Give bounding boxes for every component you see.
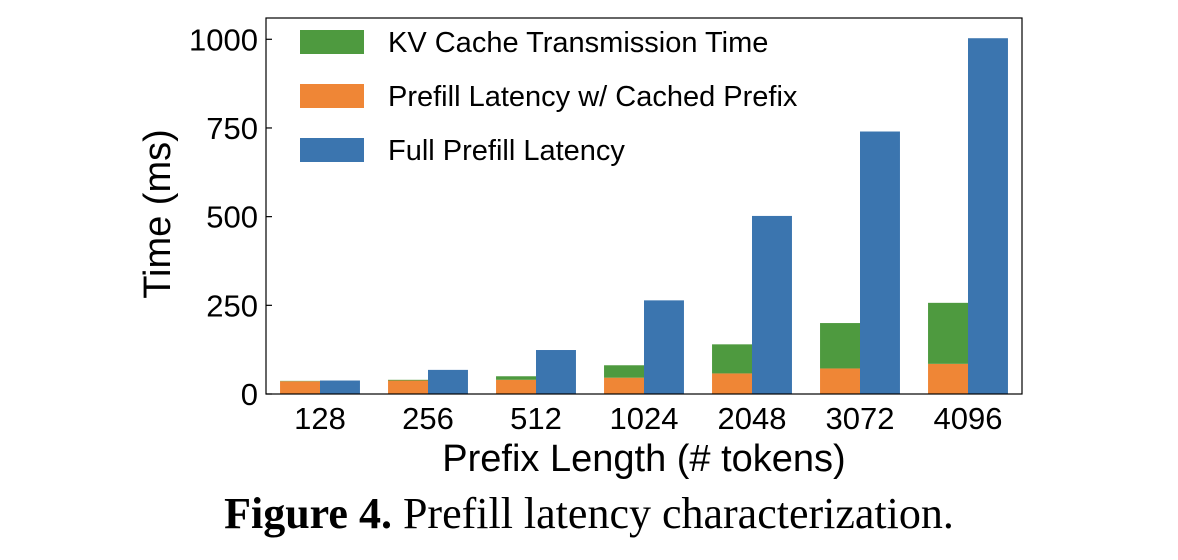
- y-tick-label: 1000: [189, 22, 258, 57]
- bar-cached-prefill-128: [280, 381, 320, 394]
- x-tick-label: 256: [402, 401, 454, 436]
- legend-swatch: [300, 84, 364, 108]
- y-tick-label: 750: [206, 111, 258, 146]
- y-tick-label: 0: [241, 377, 258, 412]
- chart: 0 250 500 750 1000 128 256 512 1024 2048 3072 4096…: [137, 17, 1023, 480]
- x-tick-label: 4096: [934, 401, 1003, 436]
- x-axis-ticks: 128 256 512 1024 2048 3072 4096: [294, 401, 1002, 436]
- bar-kv-transmission-2048: [712, 344, 752, 374]
- bar-full-prefill-128: [320, 380, 360, 394]
- caption-label: Figure 4.: [224, 489, 392, 538]
- legend-swatch: [300, 138, 364, 162]
- legend-swatch: [300, 30, 364, 54]
- y-tick-label: 500: [206, 200, 258, 235]
- bar-kv-transmission-1024: [604, 365, 644, 378]
- bar-full-prefill-1024: [644, 300, 684, 394]
- bar-cached-prefill-1024: [604, 377, 644, 394]
- x-tick-label: 128: [294, 401, 346, 436]
- bar-kv-transmission-4096: [928, 302, 968, 364]
- legend-label: Prefill Latency w/ Cached Prefix: [388, 81, 798, 113]
- bar-full-prefill-4096: [968, 38, 1008, 394]
- y-tick-label: 250: [206, 288, 258, 323]
- bar-cached-prefill-3072: [820, 368, 860, 394]
- caption-text: Prefill latency characterization.: [391, 489, 954, 538]
- plot-frame: [265, 17, 1023, 395]
- y-axis-ticks: 0 250 500 750 1000: [189, 22, 272, 412]
- bar-full-prefill-2048: [752, 215, 792, 394]
- legend: KV Cache Transmission Time Prefill Latenc…: [300, 27, 798, 167]
- x-tick-label: 3072: [826, 401, 895, 436]
- bar-cached-prefill-256: [388, 380, 428, 394]
- bar-cached-prefill-2048: [712, 373, 752, 394]
- y-axis-label: Time (ms): [137, 129, 179, 299]
- bar-full-prefill-256: [428, 369, 468, 394]
- bar-kv-transmission-256: [388, 379, 428, 381]
- bar-cached-prefill-512: [496, 379, 536, 394]
- x-tick-label: 2048: [718, 401, 787, 436]
- bars-group: [280, 38, 1008, 394]
- x-tick-label: 1024: [610, 401, 679, 436]
- bar-cached-prefill-4096: [928, 363, 968, 394]
- bar-full-prefill-512: [536, 350, 576, 394]
- bar-kv-transmission-3072: [820, 323, 860, 369]
- legend-label: KV Cache Transmission Time: [388, 27, 768, 59]
- legend-label: Full Prefill Latency: [388, 135, 625, 167]
- figure-caption: Figure 4. Prefill latency characterizati…: [0, 488, 1178, 539]
- bar-kv-transmission-512: [496, 376, 536, 380]
- x-tick-label: 512: [510, 401, 562, 436]
- bar-full-prefill-3072: [860, 131, 900, 394]
- x-axis-label: Prefix Length (# tokens): [442, 438, 845, 480]
